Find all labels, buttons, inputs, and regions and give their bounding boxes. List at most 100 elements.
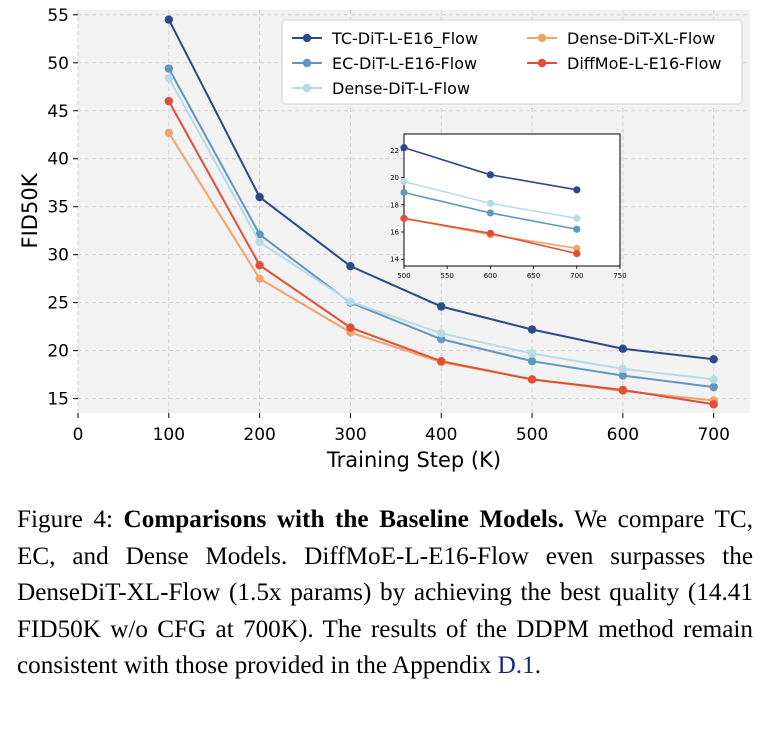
x-tick-label: 500 — [516, 425, 548, 445]
y-tick-label: 15 — [47, 390, 69, 410]
legend: TC-DiT-L-E16_Flow EC-DiT-L-E16-Flow Dense-… — [281, 19, 743, 105]
series-2 — [164, 73, 718, 384]
data-point — [618, 364, 628, 374]
y-tick-label: 50 — [47, 54, 69, 74]
data-point — [618, 385, 628, 395]
inset-data-point — [400, 178, 408, 186]
inset-data-point — [573, 250, 581, 258]
appendix-link[interactable]: D.1 — [497, 652, 535, 679]
inset-data-point — [486, 171, 494, 179]
data-point — [437, 356, 446, 366]
legend-label: DiffMoE-L-E16-Flow — [567, 54, 721, 73]
inset-data-point — [486, 199, 494, 208]
legend-swatch-marker — [537, 33, 547, 43]
y-tick-label: 20 — [47, 342, 69, 362]
inset-data-point — [486, 209, 494, 217]
data-point — [346, 261, 355, 271]
x-axis-label: Training Step (K) — [326, 448, 501, 472]
legend-entry: Dense-DiT-L-Flow — [292, 79, 470, 98]
x-tick-label: 700 — [697, 425, 729, 445]
data-point — [437, 334, 446, 344]
series-0 — [164, 15, 718, 364]
legend-entry: TC-DiT-L-E16_Flow — [292, 29, 478, 49]
y-tick-label: 25 — [47, 294, 69, 314]
inset-y-tick-label: 18 — [390, 201, 399, 209]
y-tick-label: 55 — [47, 6, 69, 26]
inset-y-tick-label: 22 — [390, 147, 399, 155]
y-tick-label: 30 — [47, 246, 69, 266]
inset-x-tick-label: 650 — [527, 272, 540, 280]
data-point — [255, 238, 264, 247]
data-point — [437, 329, 446, 338]
legend-box — [281, 19, 743, 105]
x-tick-label: 200 — [243, 425, 275, 445]
legend-entry: Dense-DiT-XL-Flow — [527, 29, 715, 48]
legend-swatch-marker — [302, 58, 312, 68]
series-main — [164, 15, 718, 409]
data-point — [255, 192, 264, 202]
inset-x-tick-label: 500 — [397, 272, 410, 280]
data-point — [164, 128, 174, 138]
data-point — [527, 349, 537, 358]
data-point — [164, 64, 174, 73]
inset-data-point — [573, 214, 581, 222]
inset-data-point — [400, 188, 408, 197]
y-tick-label: 45 — [47, 102, 69, 122]
inset-frame — [403, 133, 621, 267]
x-tick-label: 600 — [607, 425, 639, 445]
legend-swatch-marker — [302, 33, 312, 43]
data-point — [709, 382, 718, 392]
fid-chart: 0 100 200 300 400 500 600 700 15 20 25 30 35 40 45 50 55… — [18, 6, 750, 472]
data-point — [255, 261, 264, 270]
legend-label: EC-DiT-L-E16-Flow — [332, 54, 477, 73]
inset-series-1 — [400, 188, 581, 233]
data-point — [527, 356, 537, 366]
data-point — [618, 371, 628, 380]
data-point — [709, 400, 718, 409]
inset-series-4 — [400, 214, 581, 258]
inset-x-tick-label: 600 — [484, 272, 497, 280]
inset-y-tick-label: 16 — [390, 228, 399, 236]
data-point — [437, 302, 446, 311]
data-point — [164, 96, 174, 106]
inset-data-point — [400, 144, 408, 152]
caption-prefix: Figure 4: — [17, 506, 124, 533]
inset-y-tick-label: 20 — [390, 174, 399, 182]
inset-data-point — [573, 244, 581, 252]
caption-body: We compare TC, EC, and Dense Models. Dif… — [17, 506, 753, 679]
caption-bold: Comparisons with the Baseline Models. — [123, 506, 565, 533]
axes: 0 100 200 300 400 500 600 700 15 20 25 30 35 40 45 50 55 — [47, 6, 730, 445]
inset-data-point — [486, 229, 494, 237]
y-axis-label: FID50K — [18, 172, 42, 248]
inset-x-tick-label: 700 — [570, 272, 583, 280]
inset-data-point — [400, 214, 408, 222]
series-4 — [164, 96, 718, 409]
inset-x-tick-label: 750 — [613, 272, 626, 280]
data-point — [527, 375, 537, 384]
inset-data-point — [573, 186, 581, 194]
x-tick-label: 300 — [334, 425, 366, 445]
data-point — [709, 375, 718, 384]
data-point — [709, 355, 718, 364]
data-point — [618, 344, 628, 353]
legend-entry: EC-DiT-L-E16-Flow — [292, 54, 477, 73]
x-tick-label: 100 — [153, 425, 185, 445]
data-point — [346, 323, 355, 332]
legend-label: TC-DiT-L-E16_Flow — [331, 29, 478, 49]
legend-swatch-marker — [537, 58, 547, 68]
inset-chart: 500 550 600 650 700 750 14 16 18 20 22 — [390, 133, 627, 280]
x-tick-label: 400 — [425, 425, 457, 445]
data-point — [164, 73, 174, 83]
legend-label: Dense-DiT-L-Flow — [332, 79, 470, 98]
legend-entry: DiffMoE-L-E16-Flow — [527, 54, 721, 73]
figure-caption: Figure 4: Comparisons with the Baseline … — [17, 502, 753, 685]
data-point — [346, 297, 355, 306]
legend-label: Dense-DiT-XL-Flow — [567, 29, 715, 48]
data-point — [164, 15, 174, 24]
legend-swatch-marker — [302, 83, 312, 93]
inset-data-point — [573, 225, 581, 233]
y-tick-label: 40 — [47, 150, 69, 170]
inset-series-2 — [400, 178, 581, 222]
x-tick-label: 0 — [73, 425, 84, 445]
data-point — [255, 274, 264, 283]
